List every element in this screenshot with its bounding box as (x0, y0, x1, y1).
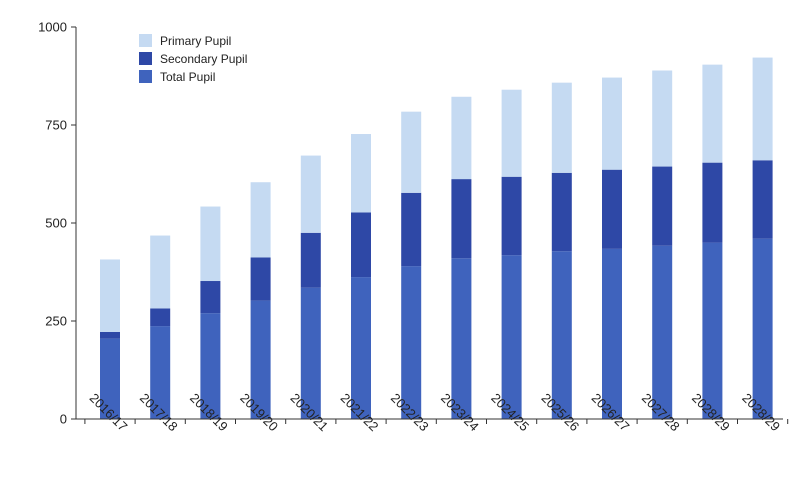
bar-total-pupil (652, 245, 673, 419)
bar-primary-pupil (401, 111, 422, 193)
bar-primary-pupil (351, 134, 371, 213)
bar-secondary-pupil (351, 212, 371, 278)
legend-label-primary-pupil: Primary Pupil (160, 34, 231, 48)
bar-total-pupil (702, 242, 723, 419)
bar-primary-pupil (602, 77, 622, 170)
axes (75, 27, 783, 420)
bar-primary-pupil (702, 64, 723, 163)
bar-primary-pupil (501, 89, 522, 177)
bar-secondary-pupil (100, 331, 120, 339)
bar-primary-pupil (300, 155, 321, 233)
bar-total-pupil (200, 313, 221, 419)
bar-secondary-pupil (752, 160, 773, 239)
bar-secondary-pupil (300, 232, 321, 288)
y-tick-label: 0 (60, 412, 67, 427)
legend-swatch-secondary-pupil (139, 52, 152, 65)
legend-label-total-pupil: Total Pupil (160, 70, 215, 84)
bar-primary-pupil (551, 82, 572, 173)
legend-swatch-total-pupil (139, 70, 152, 83)
bar-total-pupil (451, 258, 472, 419)
legend-swatch-primary-pupil (139, 34, 152, 47)
y-ticks: 0 250 500 750 1000 (38, 20, 76, 427)
x-ticks: 2016/17 2017/18 2018/19 2019/20 2020/21 2021/… (84, 390, 789, 434)
bar-secondary-pupil (250, 257, 271, 301)
y-tick-label: 250 (45, 314, 67, 329)
y-tick-label: 750 (45, 118, 67, 133)
bar-primary-pupil (200, 206, 221, 282)
bar-total-pupil (602, 248, 622, 419)
bar-primary-pupil (150, 235, 171, 309)
bar-total-pupil (752, 238, 773, 419)
bar-secondary-pupil (200, 281, 221, 314)
bar-primary-pupil (250, 182, 271, 258)
bar-primary-pupil (652, 70, 673, 167)
bar-total-pupil (401, 266, 422, 419)
bar-secondary-pupil (150, 308, 171, 327)
bar-primary-pupil (451, 96, 472, 180)
bar-secondary-pupil (551, 172, 572, 252)
bar-secondary-pupil (401, 192, 422, 267)
bar-secondary-pupil (652, 166, 673, 246)
bars (100, 57, 773, 419)
bar-secondary-pupil (602, 169, 622, 249)
legend: Primary Pupil Secondary Pupil Total Pupil (139, 34, 247, 84)
y-tick-label: 500 (45, 216, 67, 231)
bar-secondary-pupil (501, 176, 522, 256)
bar-primary-pupil (100, 259, 120, 332)
bar-total-pupil (100, 338, 120, 419)
bar-total-pupil (300, 287, 321, 419)
bar-total-pupil (551, 251, 572, 419)
bar-total-pupil (150, 326, 171, 419)
legend-label-secondary-pupil: Secondary Pupil (160, 52, 247, 66)
bar-secondary-pupil (702, 162, 723, 243)
bar-total-pupil (250, 300, 271, 419)
bar-primary-pupil (752, 57, 773, 161)
y-tick-label: 1000 (38, 20, 67, 35)
bar-secondary-pupil (451, 179, 472, 259)
bar-total-pupil (501, 255, 522, 419)
bar-total-pupil (351, 277, 371, 419)
